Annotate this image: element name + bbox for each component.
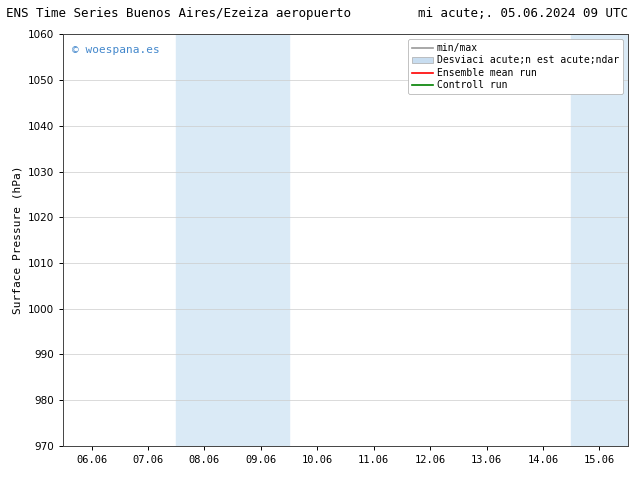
Text: ENS Time Series Buenos Aires/Ezeiza aeropuerto: ENS Time Series Buenos Aires/Ezeiza aero…	[6, 7, 351, 21]
Text: © woespana.es: © woespana.es	[72, 45, 160, 54]
Bar	[571, 34, 628, 446]
Bar	[176, 34, 289, 446]
Y-axis label: Surface Pressure (hPa): Surface Pressure (hPa)	[13, 166, 23, 315]
Text: mi acute;. 05.06.2024 09 UTC: mi acute;. 05.06.2024 09 UTC	[418, 7, 628, 21]
Legend: min/max, Desviaci acute;n est acute;ndar, Ensemble mean run, Controll run: min/max, Desviaci acute;n est acute;ndar…	[408, 39, 623, 94]
